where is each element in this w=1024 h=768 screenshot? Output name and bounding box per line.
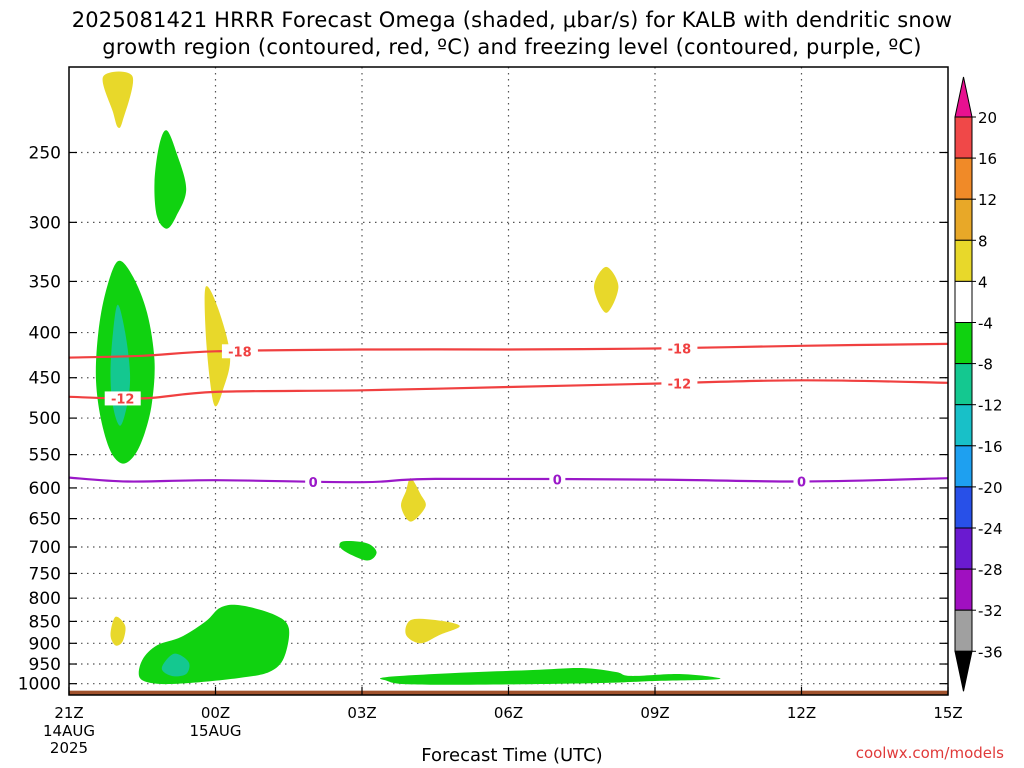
contour-label-bg — [793, 474, 810, 489]
y-tick-label-750: 750 — [29, 564, 61, 584]
x-tick-label-15Z: 15Z — [933, 704, 962, 722]
colorbar-bin-7 — [954, 404, 973, 447]
colorbar-label--28: -28 — [978, 561, 1003, 579]
y-tick-label-650: 650 — [29, 510, 61, 530]
y-tick-label-450: 450 — [29, 369, 61, 389]
omega-region-12 — [379, 667, 721, 685]
contour-line-1 — [68, 379, 949, 400]
contour-label-bg — [661, 341, 698, 356]
omega-region-4 — [204, 286, 231, 407]
y-axis: 2503003504004505005506006507007508008509… — [18, 143, 948, 695]
colorbar-bin-3 — [954, 239, 973, 282]
x-tick-label-21Z: 21Z — [54, 704, 83, 722]
x-axis-label: Forecast Time (UTC) — [421, 745, 603, 766]
colorbar-label-16: 16 — [978, 150, 997, 168]
chart-title-line-1: 2025081421 HRRR Forecast Omega (shaded, … — [71, 8, 953, 32]
omega-region-8 — [110, 616, 126, 646]
colorbar-label-20: 20 — [978, 109, 997, 127]
colorbar-label-4: 4 — [978, 273, 988, 291]
y-tick-label-700: 700 — [29, 538, 61, 558]
omega-region-0 — [102, 71, 134, 128]
contour-label-0-0: -18 — [228, 345, 252, 360]
contour-label-0-1: -18 — [668, 343, 692, 358]
y-tick-label-350: 350 — [29, 272, 61, 292]
colorbar-bin-10 — [954, 527, 973, 570]
colorbar-bin-0 — [954, 116, 973, 159]
colorbar-bin-2 — [954, 198, 973, 241]
x-tick-label-06Z: 06Z — [494, 704, 523, 722]
colorbar-label--36: -36 — [978, 643, 1003, 661]
x-tick-label-12Z: 12Z — [787, 704, 816, 722]
contour-line-0 — [68, 342, 949, 359]
colorbar-legend: 20 16 12 8 4 -4 -8 -12 -16 -20 -24 -28 -32 -36 — [954, 76, 1003, 692]
contour-label-bg — [305, 475, 322, 490]
x-tick-sublabel-21Z-0: 14AUG — [43, 722, 95, 740]
colorbar-bin-5 — [954, 322, 973, 365]
contour-label-2-2: 0 — [797, 476, 806, 491]
contour-label-bg — [104, 391, 141, 406]
contour-label-2-0: 0 — [309, 476, 318, 491]
omega-region-11 — [161, 653, 190, 677]
colorbar-label--16: -16 — [978, 438, 1003, 456]
contour-label-bg — [549, 472, 566, 487]
x-tick-label-00Z: 00Z — [201, 704, 230, 722]
y-tick-label-250: 250 — [29, 143, 61, 163]
grid-lines — [69, 67, 948, 695]
omega-region-7 — [339, 541, 377, 561]
colorbar-bin-12 — [954, 609, 973, 652]
colorbar-label--12: -12 — [978, 397, 1003, 415]
colorbar-bin-1 — [954, 157, 973, 200]
omega-shaded-regions — [95, 71, 721, 685]
colorbar-label--24: -24 — [978, 520, 1003, 538]
colorbar-bin-6 — [954, 363, 973, 406]
y-tick-label-850: 850 — [29, 612, 61, 632]
colorbar-bin-11 — [954, 568, 973, 611]
credit-link[interactable]: coolwx.com/models — [855, 744, 1004, 762]
omega-region-6 — [400, 478, 426, 522]
x-tick-sublabel-00Z-0: 15AUG — [190, 722, 242, 740]
colorbar-bottom-arrow — [954, 650, 973, 692]
contour-label-1-0: -12 — [111, 392, 135, 407]
colorbar-bin-9 — [954, 486, 973, 529]
y-tick-label-600: 600 — [29, 479, 61, 499]
x-tick-label-09Z: 09Z — [640, 704, 669, 722]
y-tick-label-300: 300 — [29, 213, 61, 233]
y-tick-label-400: 400 — [29, 324, 61, 344]
contour-label-bg — [661, 376, 698, 391]
omega-region-9 — [405, 618, 460, 644]
contour-label-1-1: -12 — [668, 378, 692, 393]
y-tick-label-1000: 1000 — [18, 675, 61, 695]
y-tick-label-950: 950 — [29, 655, 61, 675]
colorbar-label--32: -32 — [978, 602, 1003, 620]
colorbar-label--20: -20 — [978, 479, 1003, 497]
x-tick-label-03Z: 03Z — [347, 704, 376, 722]
contour-label-2-1: 0 — [553, 474, 562, 489]
contour-label-bg — [221, 344, 258, 359]
y-tick-label-550: 550 — [29, 446, 61, 466]
colorbar-label--8: -8 — [978, 356, 993, 374]
temperature-contours: -18 -18 -12 -12 0 0 0 — [68, 341, 949, 491]
omega-region-1 — [154, 130, 187, 229]
colorbar-bin-4 — [954, 280, 973, 323]
x-tick-sublabel-21Z-1: 2025 — [50, 739, 88, 757]
colorbar-label--4: -4 — [978, 315, 993, 333]
colorbar-label-8: 8 — [978, 232, 988, 250]
y-tick-label-500: 500 — [29, 409, 61, 429]
y-tick-label-800: 800 — [29, 589, 61, 609]
colorbar-top-arrow — [954, 76, 973, 118]
colorbar-label-12: 12 — [978, 191, 997, 209]
chart-title-line-2: growth region (contoured, red, ºC) and f… — [102, 35, 922, 59]
colorbar-bin-8 — [954, 445, 973, 488]
omega-region-5 — [594, 266, 619, 313]
y-tick-label-900: 900 — [29, 634, 61, 654]
